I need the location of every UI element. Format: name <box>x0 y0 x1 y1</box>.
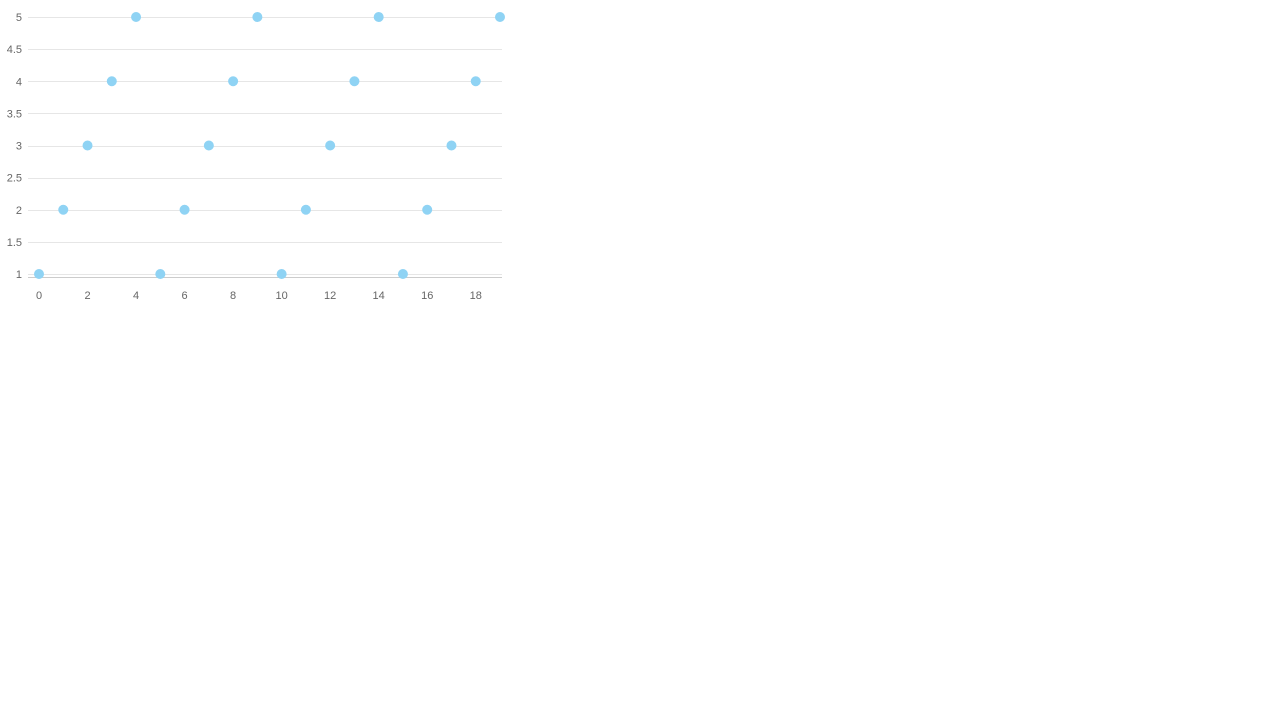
x-tick-label: 10 <box>276 290 288 302</box>
x-tick-label: 18 <box>470 290 482 302</box>
data-point <box>397 269 408 279</box>
y-tick-label: 3.5 <box>7 108 22 120</box>
data-point <box>82 140 93 151</box>
data-point <box>203 140 214 151</box>
x-tick-label: 2 <box>84 290 90 302</box>
data-point <box>470 76 481 87</box>
x-tick-label: 0 <box>36 290 42 302</box>
x-tick-label: 8 <box>230 290 236 302</box>
data-point <box>155 269 166 279</box>
x-tick-label: 14 <box>373 290 385 302</box>
data-point <box>373 12 384 22</box>
data-point <box>58 204 69 215</box>
data-points <box>34 12 505 279</box>
data-point <box>325 140 336 151</box>
data-point <box>131 12 142 22</box>
data-point <box>276 269 287 279</box>
x-tick-label: 4 <box>133 290 139 302</box>
data-point <box>349 76 360 87</box>
x-tick-label: 12 <box>324 290 336 302</box>
data-point <box>179 204 190 215</box>
data-point <box>300 204 311 215</box>
y-tick-label: 1.5 <box>7 237 22 249</box>
data-point <box>106 76 117 87</box>
x-tick-label: 6 <box>182 290 188 302</box>
y-axis-tick-labels: 1 1.5 2 2.5 3 3.5 4 4.5 5 <box>7 12 22 281</box>
data-point <box>34 269 44 279</box>
y-tick-label: 4 <box>16 76 22 88</box>
y-tick-label: 1 <box>16 269 22 281</box>
x-axis-tick-labels: 0 2 4 6 8 10 12 14 16 18 <box>36 290 482 302</box>
y-tick-label: 5 <box>16 12 22 24</box>
grid-lines <box>28 17 502 275</box>
x-tick-label: 16 <box>421 290 433 302</box>
data-point <box>422 204 433 215</box>
data-point <box>252 12 263 22</box>
y-tick-label: 4.5 <box>7 44 22 56</box>
y-tick-label: 2 <box>16 205 22 217</box>
data-point <box>228 76 239 87</box>
y-tick-label: 3 <box>16 141 22 153</box>
y-tick-label: 2.5 <box>7 173 22 185</box>
data-point <box>446 140 457 151</box>
data-point <box>495 12 505 22</box>
